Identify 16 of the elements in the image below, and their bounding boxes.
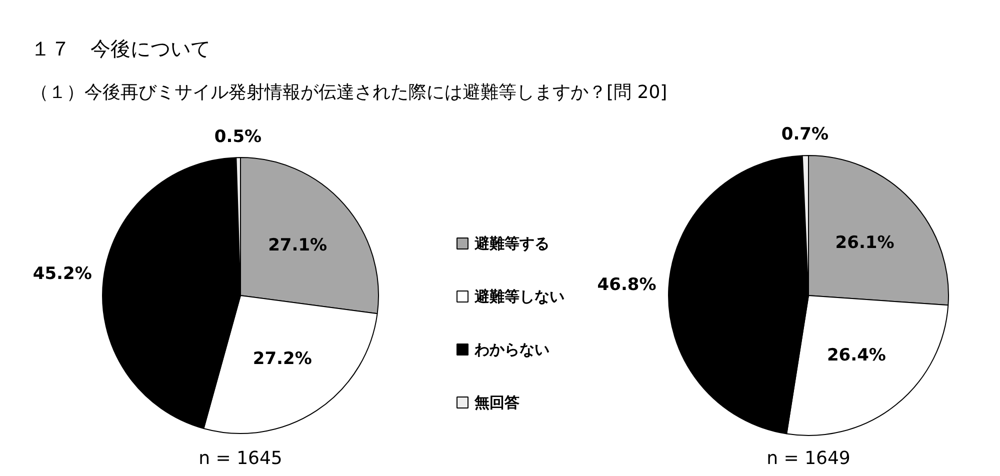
legend-label: 避難等する <box>474 234 550 252</box>
data-label: 27.1% <box>268 235 328 256</box>
chart-title: １７ 今後について <box>30 36 210 60</box>
text: n = 1649 <box>766 448 850 469</box>
legend-label: わからない <box>474 340 550 358</box>
legend-label: 避難等しない <box>474 288 564 306</box>
data-label: 46.8% <box>597 275 656 296</box>
data-label: 0.7% <box>781 124 829 145</box>
data-label: 26.4% <box>826 346 886 366</box>
chart-subtitle: （１）今後再びミサイル発射情報が伝達された際には避難等しますか？[問 20] <box>30 82 668 103</box>
data-label: 27.2% <box>252 348 312 369</box>
data-label: 26.1% <box>835 232 894 253</box>
data-label: 45.2% <box>32 264 92 284</box>
data-label: 0.5% <box>214 126 262 147</box>
legend-label: 無回答 <box>474 394 520 412</box>
text: n = 1645 <box>198 448 282 469</box>
